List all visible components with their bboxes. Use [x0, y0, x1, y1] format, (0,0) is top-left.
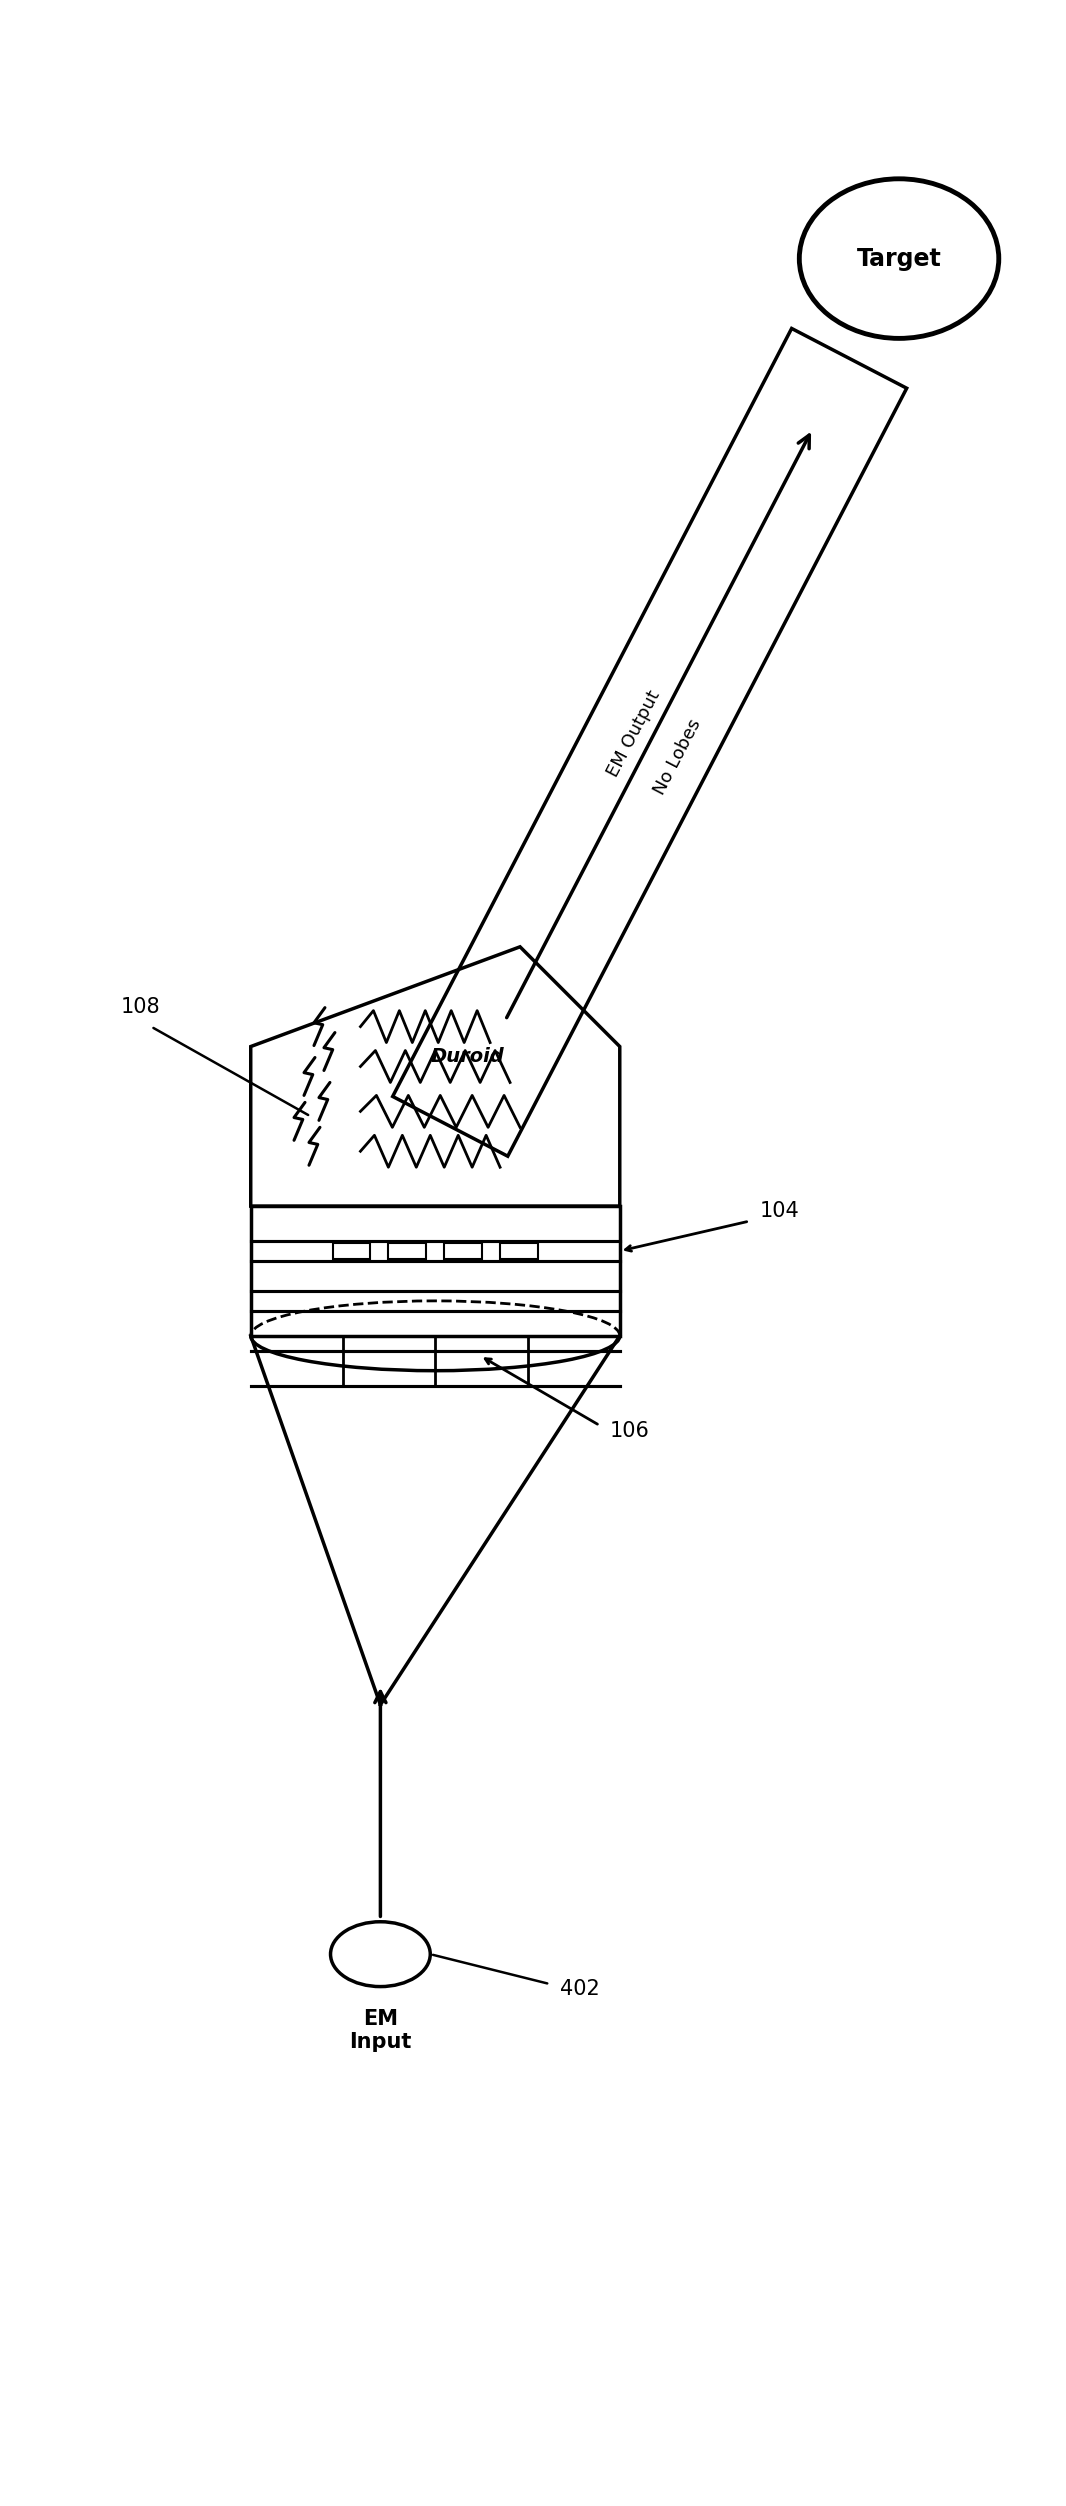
Text: EM Output: EM Output	[604, 687, 664, 779]
Text: Target: Target	[857, 246, 941, 271]
Bar	[251, 1205, 619, 1336]
Text: 106: 106	[610, 1421, 649, 1441]
Text: Duroid: Duroid	[431, 1048, 504, 1065]
Bar	[333, 1243, 370, 1261]
Bar	[388, 1243, 426, 1261]
Text: No Lobes: No Lobes	[651, 717, 705, 797]
Bar	[500, 1243, 538, 1261]
Text: 104: 104	[759, 1200, 800, 1220]
Bar	[445, 1243, 482, 1261]
Text: 402: 402	[560, 1980, 600, 2000]
Text: EM
Input: EM Input	[350, 2010, 411, 2052]
Text: 108: 108	[122, 997, 161, 1017]
